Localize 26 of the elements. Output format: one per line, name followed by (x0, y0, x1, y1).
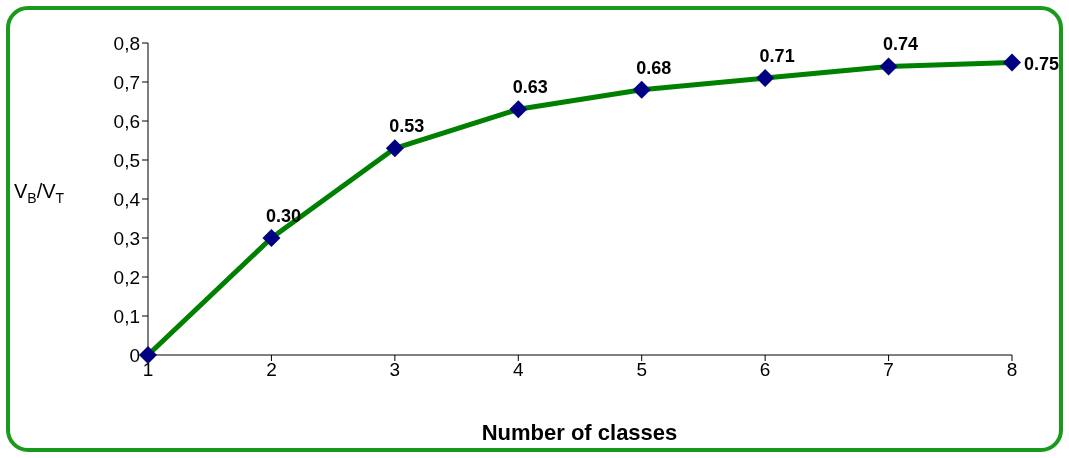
y-tick-label: 0,4 (113, 188, 141, 210)
y-tick-label: 0,6 (113, 110, 140, 132)
x-tick-label: 2 (266, 359, 277, 381)
data-label: 0.53 (389, 116, 425, 137)
y-tick-label: 0,7 (113, 71, 140, 93)
data-label: 0.71 (759, 46, 795, 67)
y-tick-label: 0,3 (113, 227, 140, 249)
x-tick-label: 7 (883, 359, 894, 381)
data-label: 0.75 (1024, 53, 1060, 74)
x-tick-label: 1 (142, 359, 154, 381)
data-label: 0.63 (512, 77, 548, 98)
data-label: 0.30 (265, 206, 301, 226)
y-axis-title: V$_{B}$/V$_{T}$ (14, 180, 65, 206)
y-tick-label: 0,8 (113, 32, 140, 54)
x-tick-label: 8 (1006, 359, 1018, 381)
x-tick-label: 5 (636, 359, 647, 381)
y-tick-label: 0,5 (113, 149, 140, 171)
x-tick-label: 4 (513, 359, 524, 381)
y-tick-label: 0,1 (113, 305, 140, 327)
x-tick-label: 6 (759, 359, 771, 381)
data-label: 0.74 (883, 34, 919, 55)
data-label: 0.68 (636, 57, 672, 78)
y-tick-label: 0,2 (113, 266, 140, 288)
y-tick-label: 0 (129, 344, 140, 366)
x-axis-title: Number of classes (480, 420, 679, 446)
x-tick-label: 3 (389, 359, 401, 381)
